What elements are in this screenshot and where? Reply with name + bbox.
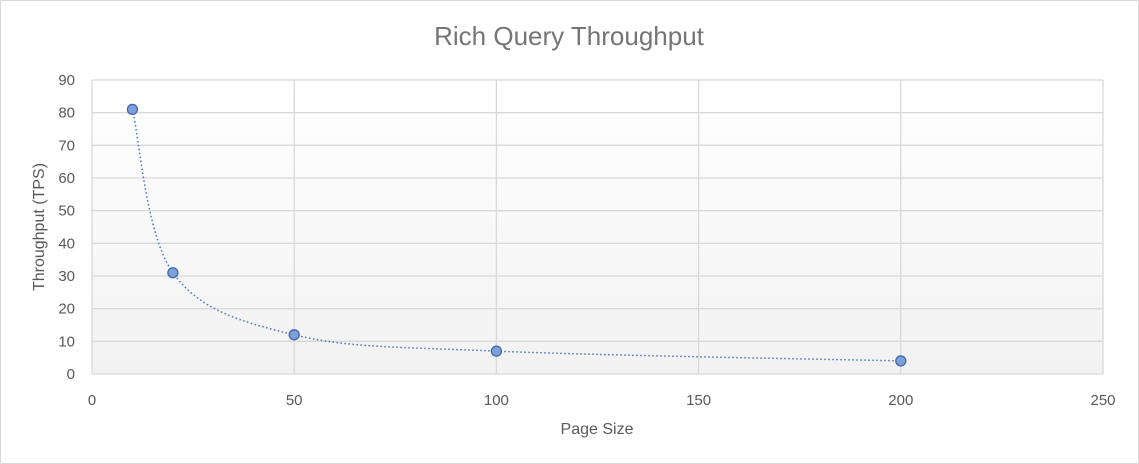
y-tick-label: 20 xyxy=(58,301,75,318)
y-axis-title: Throughput (TPS) xyxy=(31,163,48,291)
chart-title: Rich Query Throughput xyxy=(434,21,705,51)
x-tick-label: 0 xyxy=(88,392,96,409)
data-point xyxy=(895,355,907,367)
data-point xyxy=(126,103,139,116)
plot-area xyxy=(92,80,1103,374)
data-point xyxy=(167,267,179,279)
y-tick-label: 40 xyxy=(58,235,75,252)
x-tick-label: 150 xyxy=(686,392,711,409)
y-tick-labels: 0 10 20 30 40 50 60 70 80 90 xyxy=(58,72,75,383)
y-tick-label: 30 xyxy=(58,268,75,285)
trendline-path xyxy=(131,109,901,362)
x-tick-label: 50 xyxy=(286,392,303,409)
x-tick-label: 200 xyxy=(888,392,913,409)
y-tick-label: 10 xyxy=(58,333,75,350)
data-point xyxy=(288,329,300,341)
data-points xyxy=(126,103,907,367)
trendline xyxy=(131,109,901,362)
x-axis-title: Page Size xyxy=(561,421,634,438)
y-tick-label: 90 xyxy=(58,72,75,89)
x-tick-label: 250 xyxy=(1090,392,1115,409)
grid-lines xyxy=(91,79,1104,375)
x-tick-label: 100 xyxy=(484,392,509,409)
data-point xyxy=(490,345,503,357)
y-tick-label: 70 xyxy=(58,137,75,154)
x-tick-labels: 0 50 100 150 200 250 xyxy=(88,392,1116,409)
y-tick-label: 50 xyxy=(58,203,75,220)
y-tick-label: 0 xyxy=(67,366,75,383)
y-tick-label: 60 xyxy=(58,170,75,187)
y-tick-label: 80 xyxy=(58,105,75,122)
